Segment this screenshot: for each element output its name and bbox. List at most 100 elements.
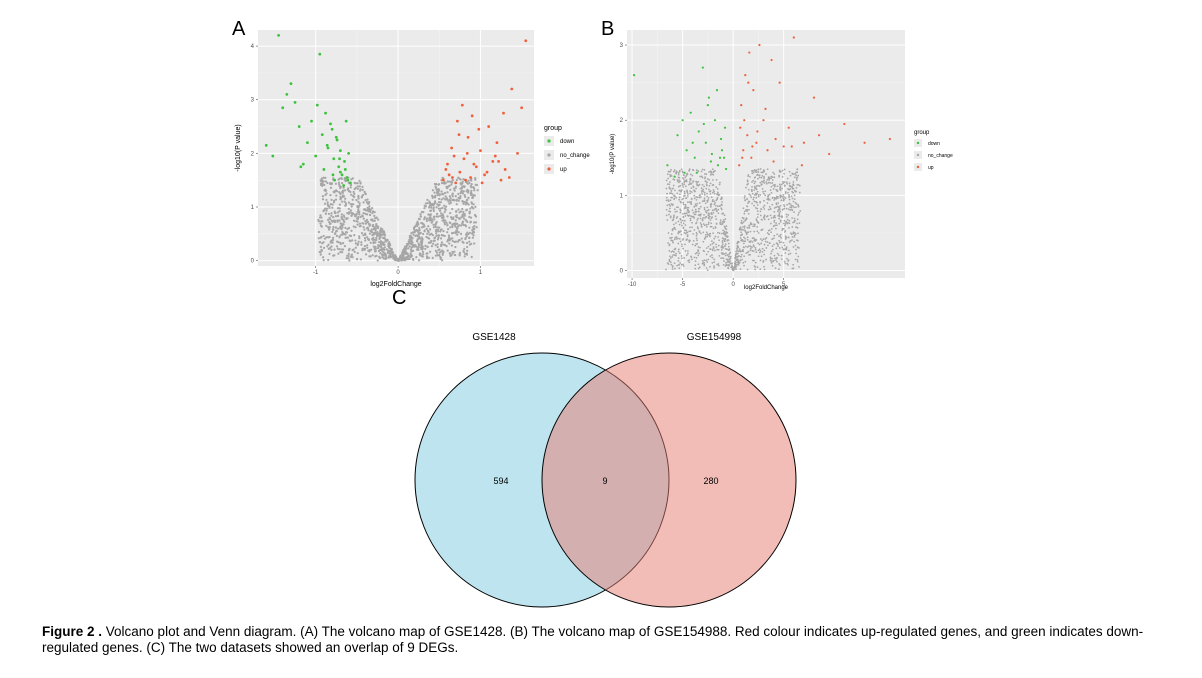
plot-a-no-change-point <box>362 222 365 225</box>
plot-a-no-change-point <box>356 252 359 255</box>
plot-a-no-change-point <box>366 226 369 229</box>
plot-a-no-change-point <box>355 212 358 216</box>
plot-a-no-change-point <box>350 205 353 208</box>
plot-a-no-change-point <box>431 256 434 259</box>
plot-b-no-change-point <box>749 241 751 244</box>
plot-b-no-change-point <box>717 208 720 211</box>
plot-b-no-change-point <box>749 223 752 226</box>
plot-a-no-change-point <box>451 252 454 255</box>
plot-a-no-change-point <box>350 229 353 232</box>
plot-b-no-change-point <box>727 267 730 270</box>
plot-a-no-change-point <box>371 207 374 210</box>
plot-b-no-change-point <box>759 181 762 184</box>
plot-b-no-change-point <box>742 217 745 220</box>
plot-a-no-change-point <box>369 255 372 258</box>
plot-b-no-change-point <box>777 243 779 246</box>
plot-b-no-change-point <box>785 236 788 239</box>
plot-b-no-change-point <box>696 251 698 254</box>
legend-a-down-swatch <box>547 139 551 143</box>
plot-a-no-change-point <box>331 236 335 239</box>
plot-b-no-change-point <box>780 258 783 261</box>
plot-b-down-point <box>713 119 717 122</box>
plot-a-no-change-point <box>330 198 333 201</box>
plot-b-no-change-point <box>670 168 672 171</box>
plot-b-no-change-point <box>780 241 782 244</box>
plot-b-no-change-point <box>776 205 779 208</box>
plot-a-no-change-point <box>352 219 356 222</box>
plot-b-no-change-point <box>751 202 753 205</box>
plot-a-no-change-point <box>346 254 349 257</box>
plot-b-no-change-point <box>666 183 669 185</box>
plot-b-no-change-point <box>763 179 765 182</box>
plot-a-down-point <box>318 52 322 56</box>
plot-b-no-change-point <box>753 239 756 242</box>
plot-b-no-change-point <box>719 222 721 224</box>
plot-a-no-change-point <box>334 226 337 229</box>
plot-b-no-change-point <box>779 196 782 199</box>
plot-b-no-change-point <box>756 173 759 176</box>
plot-b-no-change-point <box>705 223 708 226</box>
plot-a-no-change-point <box>432 206 435 209</box>
plot-a-no-change-point <box>431 233 434 237</box>
plot-b-no-change-point <box>682 201 685 204</box>
plot-b-no-change-point <box>706 269 709 272</box>
plot-a-no-change-point <box>338 183 341 186</box>
plot-b-no-change-point <box>701 200 704 203</box>
plot-a-no-change-point <box>471 229 474 232</box>
plot-a-no-change-point <box>475 226 478 229</box>
plot-b-no-change-point <box>666 219 669 221</box>
plot-b-no-change-point <box>737 246 739 249</box>
plot-a-no-change-point <box>406 253 409 256</box>
plot-a-y-tick-label: 0 <box>251 259 255 265</box>
plot-a-no-change-point <box>432 226 436 229</box>
plot-b-no-change-point <box>713 190 715 193</box>
plot-b-no-change-point <box>763 253 765 256</box>
plot-b-no-change-point <box>717 264 720 267</box>
plot-b-no-change-point <box>763 265 765 268</box>
plot-a-no-change-point <box>462 190 465 193</box>
plot-b-no-change-point <box>687 201 689 204</box>
plot-a-no-change-point <box>443 221 446 224</box>
plot-b-no-change-point <box>731 264 733 267</box>
plot-b-no-change-point <box>788 227 790 229</box>
plot-b-no-change-point <box>686 235 689 238</box>
plot-a-no-change-point <box>442 243 445 246</box>
plot-b-no-change-point <box>697 267 700 270</box>
plot-a-no-change-point <box>369 218 373 221</box>
plot-b-no-change-point <box>668 258 671 261</box>
plot-b-no-change-point <box>793 231 796 234</box>
plot-b-no-change-point <box>748 226 751 229</box>
plot-a-no-change-point <box>328 252 331 256</box>
plot-b-no-change-point <box>753 238 756 241</box>
plot-b-no-change-point <box>703 191 706 194</box>
plot-b-no-change-point <box>683 183 686 186</box>
plot-b-no-change-point <box>702 231 705 234</box>
plot-a-no-change-point <box>371 212 374 215</box>
plot-a-no-change-point <box>364 199 367 202</box>
plot-b-no-change-point <box>669 257 672 259</box>
plot-b-no-change-point <box>676 264 678 267</box>
plot-b-no-change-point <box>748 254 750 256</box>
plot-b-no-change-point <box>762 238 765 240</box>
plot-b-down-point <box>695 171 698 174</box>
plot-b-no-change-point <box>789 206 792 209</box>
plot-b-no-change-point <box>741 250 744 252</box>
plot-b-no-change-point <box>767 208 770 211</box>
plot-b-no-change-point <box>669 205 672 207</box>
plot-b-no-change-point <box>709 190 712 193</box>
plot-a-no-change-point <box>427 256 431 259</box>
plot-b-no-change-point <box>687 259 690 262</box>
plot-b-no-change-point <box>677 206 679 209</box>
plot-a-no-change-point <box>319 253 322 256</box>
plot-b-no-change-point <box>739 268 742 271</box>
plot-a-up-point <box>458 170 462 174</box>
plot-b-no-change-point <box>684 176 687 179</box>
plot-a-no-change-point <box>455 178 458 182</box>
plot-a-no-change-point <box>425 219 428 223</box>
plot-a-down-point <box>340 173 344 177</box>
plot-b-no-change-point <box>752 196 755 199</box>
plot-a-no-change-point <box>404 256 408 259</box>
plot-a-no-change-point <box>335 230 338 233</box>
plot-a-no-change-point <box>438 194 441 197</box>
plot-b-no-change-point <box>763 208 766 210</box>
